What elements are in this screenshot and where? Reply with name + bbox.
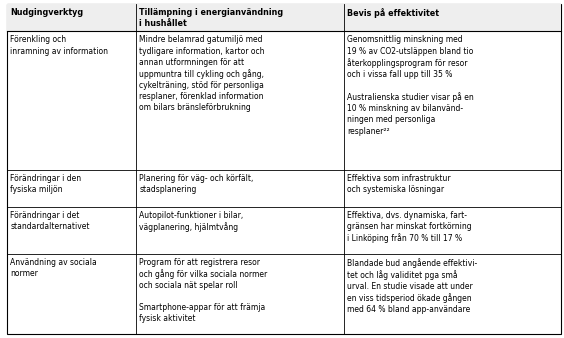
Bar (7, 4, 561, 31)
Text: Tillämpning i energianvändning
i hushållet: Tillämpning i energianvändning i hushåll… (139, 8, 284, 28)
Text: Förenkling och
inramning av information: Förenkling och inramning av information (10, 35, 108, 55)
Text: Förändringar i det
standardalternativet: Förändringar i det standardalternativet (10, 211, 90, 231)
Text: Autopilot-funktioner i bilar,
vägplanering, hjälmtvång: Autopilot-funktioner i bilar, vägplaneri… (139, 211, 244, 232)
Text: Genomsnittlig minskning med
19 % av CO2-utsläppen bland tio
återkopplingsprogram: Genomsnittlig minskning med 19 % av CO2-… (347, 35, 474, 136)
Text: Effektiva som infrastruktur
och systemiska lösningar: Effektiva som infrastruktur och systemis… (347, 174, 451, 194)
Text: Nudgingverktyg: Nudgingverktyg (10, 8, 83, 17)
Text: Användning av sociala
normer: Användning av sociala normer (10, 258, 97, 278)
Text: Mindre belamrad gatumiljö med
tydligare information, kartor och
annan utformning: Mindre belamrad gatumiljö med tydligare … (139, 35, 265, 112)
Text: Blandade bud angående effektivi-
tet och låg validitet pga små
urval. En studie : Blandade bud angående effektivi- tet och… (347, 258, 478, 314)
Text: Bevis på effektivitet: Bevis på effektivitet (347, 8, 439, 18)
Text: Program för att registrera resor
och gång för vilka sociala normer
och sociala n: Program för att registrera resor och gån… (139, 258, 267, 323)
Text: Förändringar i den
fysiska miljön: Förändringar i den fysiska miljön (10, 174, 81, 194)
Text: Effektiva, dvs. dynamiska, fart-
gränsen har minskat fortkörning
i Linköping frå: Effektiva, dvs. dynamiska, fart- gränsen… (347, 211, 472, 243)
Text: Planering för väg- och körfält,
stadsplanering: Planering för väg- och körfält, stadspla… (139, 174, 254, 194)
